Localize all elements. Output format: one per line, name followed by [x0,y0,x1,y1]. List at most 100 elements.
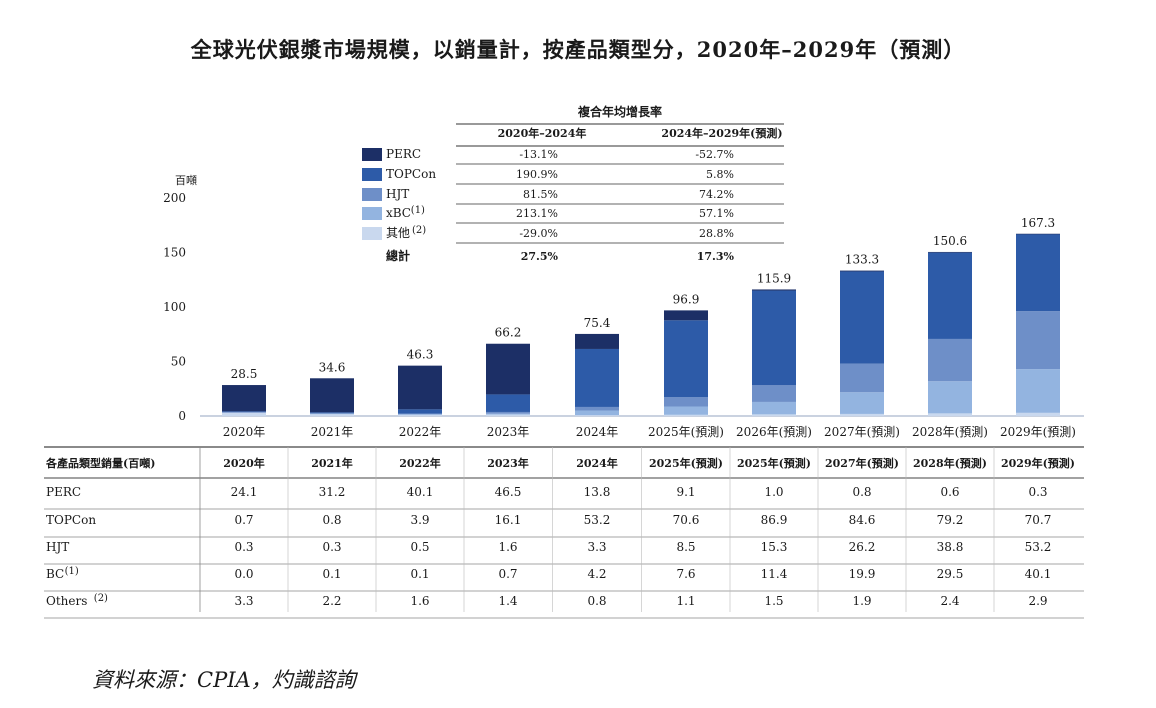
bar-segment-xbc [1016,369,1060,413]
table-header-label: 各產品類型銷量(百噸) [45,456,155,470]
bar-total-label: 133.3 [845,253,879,267]
y-tick-label: 150 [163,246,186,260]
bar-total-label: 34.6 [319,360,346,374]
table-cell: 70.6 [673,513,700,527]
x-tick-label: 2029年(預測) [1000,425,1076,439]
bar-segment-others [1016,412,1060,416]
x-tick-label: 2025年(預測) [648,425,724,439]
table-cell: 1.9 [852,594,871,608]
table-cell: 13.8 [584,485,611,499]
table-cell: 0.8 [852,485,871,499]
y-axis-label: 百噸 [175,173,197,187]
x-tick-label: 2022年 [399,425,442,439]
table-cell: 15.3 [761,540,788,554]
cagr-value: 17.3% [697,250,735,263]
table-cell: 3.9 [410,513,429,527]
cagr-value: 5.8% [706,168,734,181]
table-cell: 53.2 [1025,540,1052,554]
chart-title: 全球光伏銀漿市場規模，以銷量計，按產品類型分，2020年–2029年（預測） [190,37,966,62]
cagr-value: 57.1% [699,207,734,220]
bar-segment-xbc [664,406,708,415]
table-cell: 24.1 [231,485,258,499]
table-column-header: 2025年(預測) [649,456,723,470]
bar-segment-perc [840,270,884,272]
bar-segment-perc [752,289,796,291]
cagr-value: -13.1% [519,148,558,161]
bar-total-label: 28.5 [231,367,258,381]
bar-total-label: 150.6 [933,234,967,248]
legend-label: TOPCon [386,167,436,181]
cagr-value: -29.0% [519,227,558,240]
table-cell: 40.1 [407,485,434,499]
bar-segment-others [310,413,354,416]
bar-segment-perc [310,378,354,413]
table-row-label: BC [46,567,64,581]
legend-swatch-others [362,227,382,240]
table-cell: 0.3 [322,540,341,554]
table-column-header: 2029年(預測) [1001,456,1075,470]
cagr-value: 81.5% [523,188,558,201]
table-cell: 2.2 [322,594,341,608]
bar-segment-topcon [664,320,708,398]
bar-segment-topcon [840,271,884,364]
table-cell: 53.2 [584,513,611,527]
table-row-label: Others [46,594,87,608]
bar-segment-others [486,414,530,416]
table-cell: 86.9 [761,513,788,527]
legend-swatch-topcon [362,168,382,181]
table-cell: 7.6 [676,567,695,581]
bar-segment-xbc [928,381,972,414]
bar-segment-perc [664,310,708,321]
bar-total-label: 75.4 [584,316,611,330]
legend-label: 其他 [386,226,410,240]
bar-segment-hjt [840,363,884,393]
table-row-label: TOPCon [46,513,96,527]
table-column-header: 2020年 [223,456,265,470]
table-row-label: HJT [46,540,69,554]
bar-segment-topcon [752,290,796,386]
bar-segment-hjt [928,338,972,382]
table-column-header: 2024年 [576,456,618,470]
table-cell: 1.4 [498,594,517,608]
cagr-value: 190.9% [516,168,558,181]
legend-footnote: (1) [411,205,425,216]
bar-segment-topcon [310,412,354,414]
table-cell: 1.6 [498,540,517,554]
bar-segment-xbc [486,413,530,415]
y-tick-label: 100 [163,300,186,314]
bar-segment-hjt [486,411,530,414]
legend-label: HJT [386,187,409,201]
bar-segment-xbc [752,401,796,415]
table-cell: 0.6 [940,485,959,499]
bar-segment-others [664,414,708,416]
legend-total-label: 總計 [386,248,410,263]
bar-segment-perc [575,333,619,349]
table-cell: 16.1 [495,513,522,527]
y-tick-label: 0 [178,409,186,423]
legend-footnote: (2) [412,225,426,236]
bar-segment-topcon [222,411,266,413]
table-cell: 0.1 [410,567,429,581]
legend-swatch-perc [362,148,382,161]
bar-segment-hjt [1016,311,1060,370]
table-cell: 11.4 [761,567,788,581]
table-cell: 40.1 [1025,567,1052,581]
cagr-value: -52.7% [695,148,734,161]
table-cell: 0.5 [410,540,429,554]
bar-segment-xbc [840,392,884,414]
table-column-header: 2027年(預測) [825,456,899,470]
table-cell: 70.7 [1025,513,1052,527]
bar-total-label: 115.9 [757,271,791,285]
table-cell: 8.5 [676,540,695,554]
table-cell: 1.0 [764,485,783,499]
table-cell: 0.8 [322,513,341,527]
bar-total-label: 66.2 [495,326,522,340]
table-row-label: PERC [46,485,81,499]
bar-total-label: 96.9 [673,292,700,306]
table-cell: 0.0 [234,567,253,581]
cagr-value: 28.8% [699,227,734,240]
bar-segment-others [222,412,266,416]
table-cell: 0.7 [234,513,253,527]
table-cell: 1.5 [764,594,783,608]
y-tick-label: 200 [163,191,186,205]
